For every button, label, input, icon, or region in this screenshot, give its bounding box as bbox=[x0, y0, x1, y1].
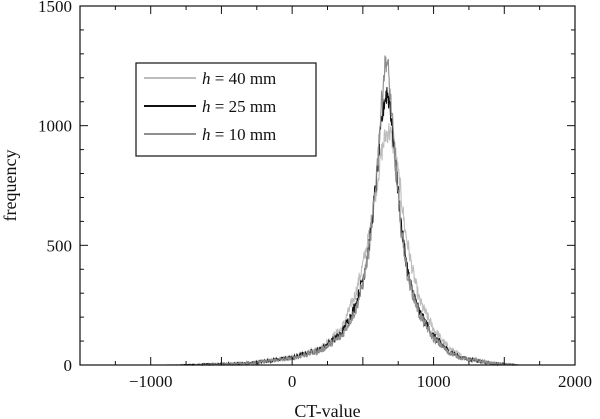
series-line-3 bbox=[193, 55, 519, 367]
legend-value: = 25 mm bbox=[211, 97, 277, 116]
x-tick-label: 1000 bbox=[417, 372, 451, 391]
legend-label-2: h = 25 mm bbox=[202, 97, 276, 116]
x-tick-label: 2000 bbox=[558, 372, 592, 391]
x-axis-title: CT-value bbox=[294, 401, 360, 419]
legend-label-3: h = 10 mm bbox=[202, 125, 276, 144]
y-tick-label: 1500 bbox=[38, 0, 72, 16]
y-tick-label: 1000 bbox=[38, 117, 72, 136]
plot-frame bbox=[79, 5, 576, 366]
x-tick-label: 0 bbox=[288, 372, 297, 391]
legend-label-1: h = 40 mm bbox=[202, 69, 276, 88]
x-tick-label: −1000 bbox=[129, 372, 173, 391]
legend-variable: h bbox=[202, 97, 211, 116]
y-tick-label: 0 bbox=[64, 356, 73, 375]
series-line-1 bbox=[164, 123, 519, 367]
legend-variable: h bbox=[202, 69, 211, 88]
legend-variable: h bbox=[202, 125, 211, 144]
legend: h = 40 mmh = 25 mmh = 10 mm bbox=[135, 62, 317, 157]
axes-layer: −1000 0 1000 2000 0 500 1000 1500 bbox=[38, 0, 592, 391]
y-axis-title: frequency bbox=[0, 150, 20, 222]
y-tick-label: 500 bbox=[47, 236, 73, 255]
legend-value: = 40 mm bbox=[211, 69, 277, 88]
series-layer bbox=[164, 55, 519, 367]
legend-value: = 10 mm bbox=[211, 125, 277, 144]
